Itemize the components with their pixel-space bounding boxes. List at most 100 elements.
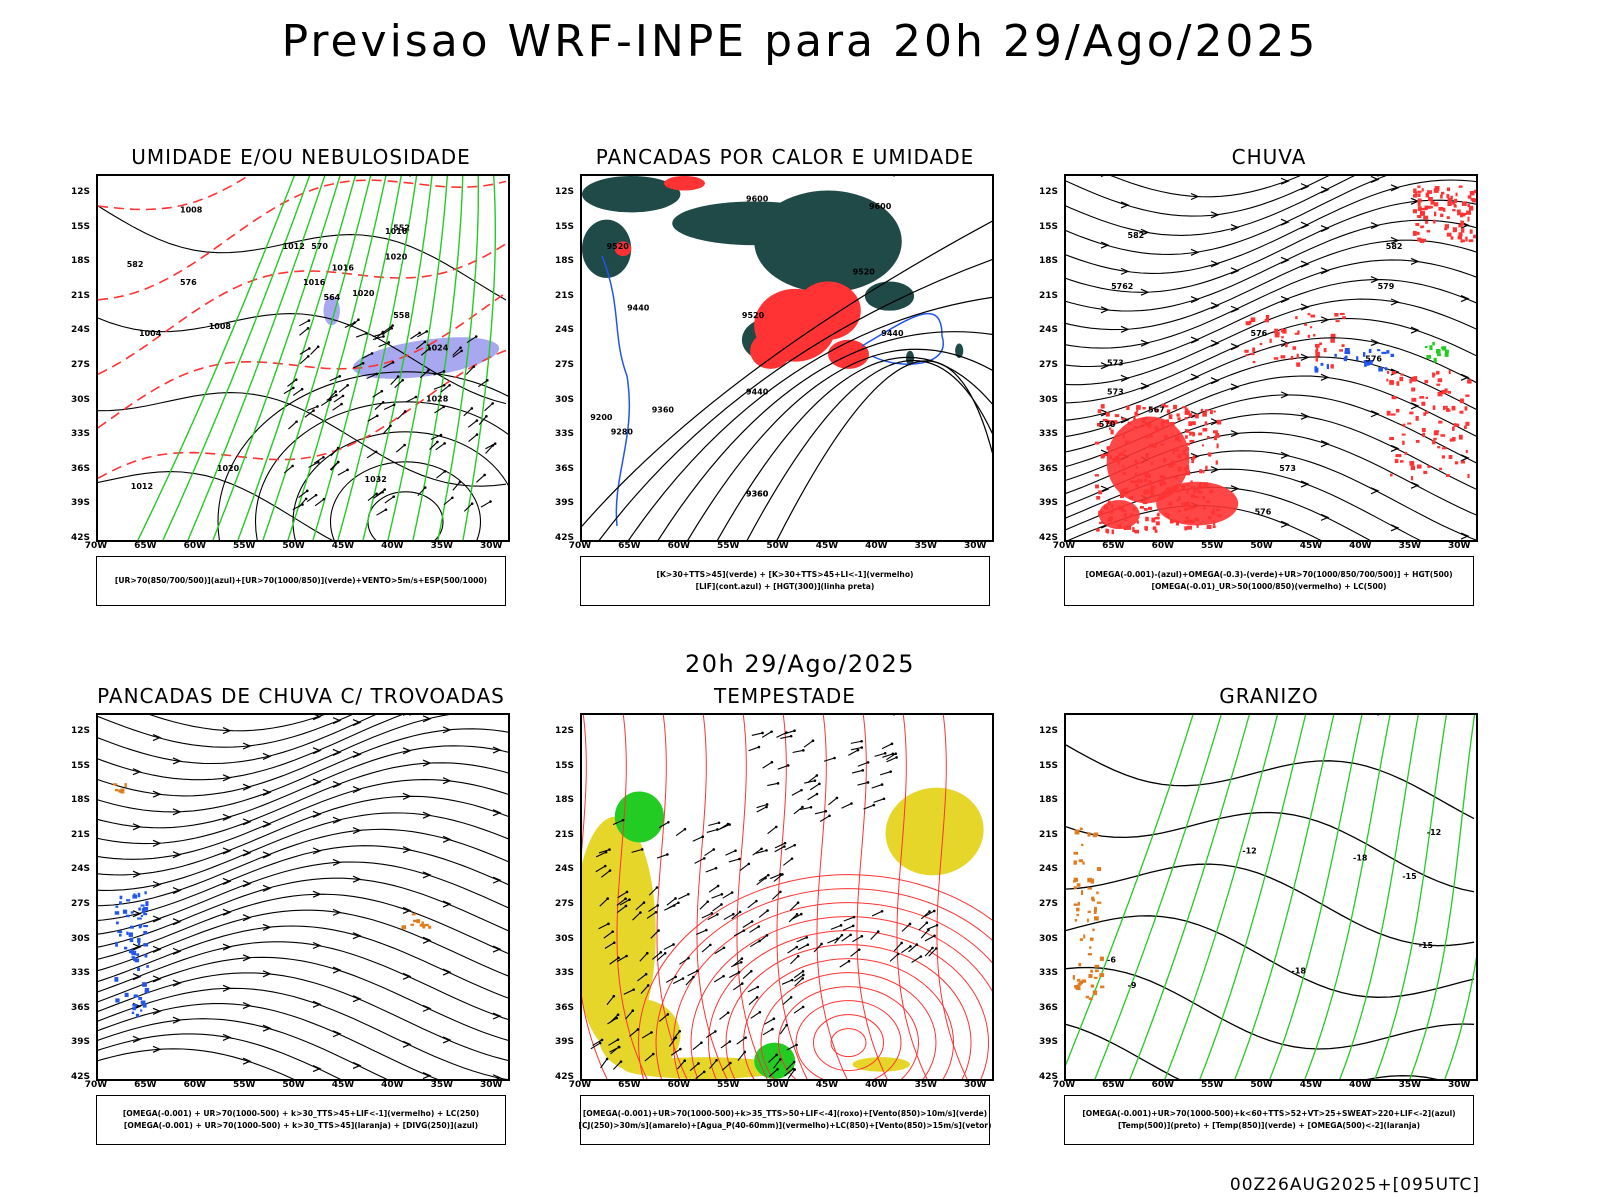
contour-label: 9440 [746,387,769,396]
omega-pixel-orange [1078,962,1082,967]
wind-vector [672,978,684,984]
streamline-850 [696,715,728,1079]
rain-pixel-blue [1320,362,1324,366]
flow-arrow [1320,373,1330,381]
wind-vector-head [701,835,705,839]
wind-vector [338,384,349,393]
rain-pixel-red [1162,476,1167,480]
divergence-pixel-blue [140,914,143,917]
rain-pixel-red [1447,201,1452,207]
rain-pixel-red [1437,446,1441,449]
wind-vector-head [361,361,365,365]
rain-pixel-red [1127,421,1131,425]
wind-vector [616,898,626,906]
wind-vector-head [674,975,677,979]
flow-arrow [172,851,182,859]
rain-pixel-red [1421,188,1424,192]
rain-pixel-red [1276,331,1280,336]
rain-pixel-red [1443,207,1446,212]
wind-vector-head [381,400,385,404]
wind-vector-head [651,1052,655,1056]
rain-pixel-red [1427,465,1431,468]
latitude-label: 39S [70,1037,90,1048]
legend-granizo: [OMEGA(-0.001)+UR>70(1000-500)+k<60+TTS>… [1064,1095,1474,1145]
legend-pancadas-calor: [K>30+TTS>45](verde) + [K>30+TTS>45+LI<-… [580,556,990,606]
rain-pixel-red [1188,413,1193,418]
rain-pixel-red [1185,429,1189,432]
wind-vector [714,947,725,955]
wind-vector [416,330,428,338]
rain-pixel-green [1424,346,1428,349]
flow-arrow [1140,339,1150,347]
wind-vector [774,846,785,853]
temperature-500-contour [1066,966,1475,1050]
wind-vector [807,775,818,783]
streamline [98,877,508,948]
rain-pixel-red [1114,414,1120,418]
rain-pixel-red [1120,490,1125,496]
rain-pixel-red [1105,453,1109,457]
rain-pixel-red [1105,412,1110,416]
wind-vector-head [714,866,718,870]
legend-line: [UR>70(850/700/500)](azul)+[UR>70(1000/8… [114,576,488,585]
wind-vector [901,945,911,954]
wind-vector [668,1037,677,1047]
wind-vector-head [880,783,884,786]
wind-vector-head [896,952,900,956]
contour-label: 582 [1128,231,1145,240]
rain-pixel-red [1446,194,1450,198]
omega-pixel-orange [1079,938,1084,941]
longitude-label: 30W [1447,541,1471,551]
wind-vector-head [436,440,439,444]
longitude-label: 45W [331,1080,355,1090]
storm-pixel-orange [424,923,429,927]
rain-pixel-red [1173,404,1177,410]
wind-vector-head [697,1062,700,1065]
wind-vector [782,858,793,866]
rain-pixel-red [1107,500,1111,506]
latitude-label: 42S [1038,1072,1058,1082]
rain-pixel-red [1444,388,1448,393]
legend-line: [OMEGA(-0.01)_UR>50(1000/850)(vermelho) … [1151,582,1387,591]
rain-pixel-red [1416,231,1420,235]
wind-vector [366,451,377,459]
wind-vector [827,938,838,944]
wind-vector [382,425,391,435]
wind-vector-head [793,729,796,733]
flow-arrow [1390,444,1400,452]
rain-pixel-red [1421,207,1427,211]
wind-vector [783,730,795,735]
flow-arrow [152,839,162,847]
flow-arrow [1100,176,1104,178]
divergence-pixel-blue [137,967,140,971]
temperature-850-contour [1066,715,1194,1066]
longitude-label: 65W [134,1080,157,1090]
flow-arrow [312,778,322,786]
rain-pixel-red [1400,460,1404,463]
rain-pixel-red [1440,434,1446,437]
rain-pixel-red [1162,451,1165,455]
wind-vector [692,836,703,842]
wind-vector [374,401,384,410]
wind-vector-head [656,904,659,907]
rain-pixel-red [1096,528,1100,532]
wind-vector-head [316,405,319,408]
flow-arrow [1390,524,1400,532]
wind-vector [663,943,674,951]
latitude-label: 27S [1038,360,1058,370]
wind-vector-head [882,797,886,801]
rain-pixel-red [1159,475,1165,479]
divergence-pixel-blue [143,925,149,928]
thickness-contour [98,176,250,211]
rain-pixel-blue [1377,349,1381,352]
instability-area-green [672,201,837,246]
wind-vector-head [790,978,794,982]
rain-pixel-blue [1368,348,1372,354]
rain-pixel-red [1207,436,1210,439]
streamline [1066,259,1476,349]
rain-pixel-red [1192,432,1195,437]
rain-pixel-red [1106,446,1110,451]
wind-vector [756,806,767,813]
wind-vector-head [765,803,769,806]
rain-pixel-red [1420,226,1424,229]
